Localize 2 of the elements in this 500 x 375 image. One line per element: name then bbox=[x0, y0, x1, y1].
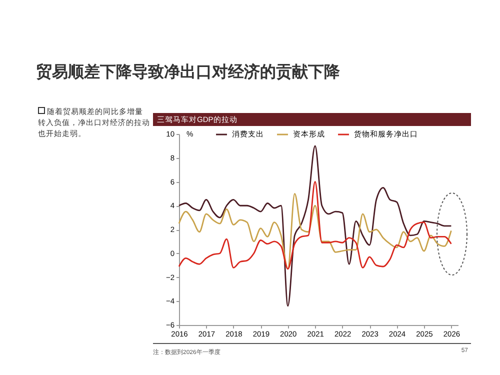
chart-title: 贸易顺差下降导致净出口对经济的贡献下降 bbox=[36, 62, 340, 83]
line-series bbox=[178, 145, 452, 307]
